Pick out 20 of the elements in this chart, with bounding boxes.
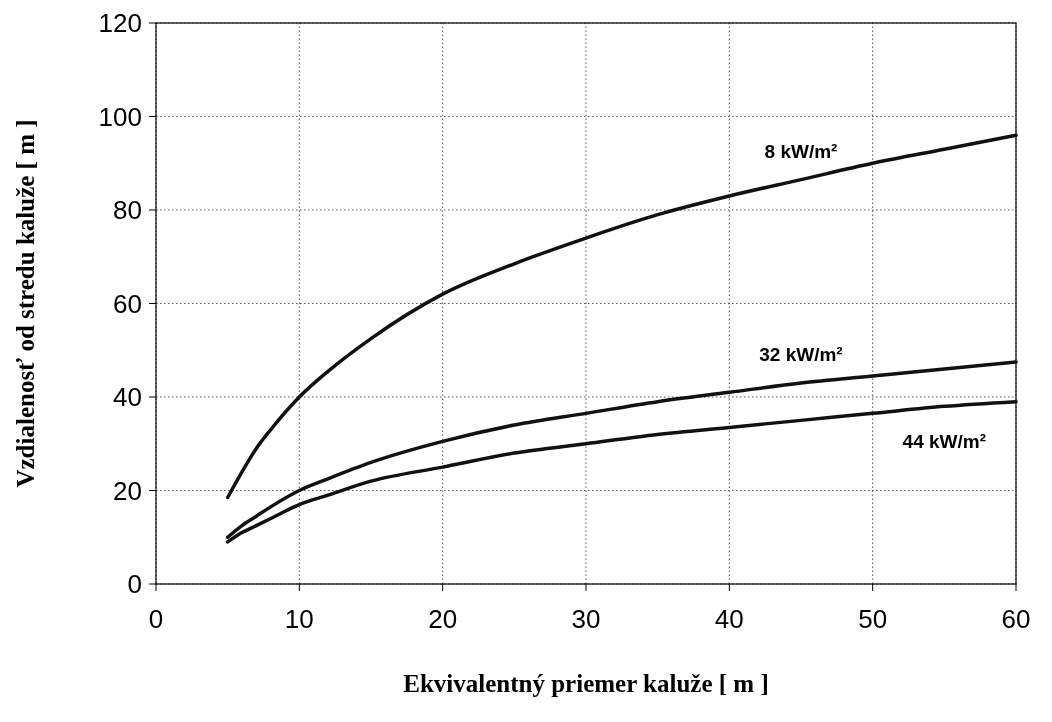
y-tick-label: 80	[113, 195, 142, 225]
x-axis-title: Ekvivalentný priemer kaluže [ m ]	[403, 670, 769, 697]
y-tick-label: 60	[113, 288, 142, 319]
y-tick-label: 20	[113, 475, 142, 506]
y-axis-title: Vzdialenosť od stredu kaluže [ m ]	[12, 119, 39, 488]
x-tick-label: 30	[571, 604, 601, 634]
x-tick-label: 0	[148, 604, 164, 634]
y-tick-label: 100	[98, 101, 142, 132]
y-tick-label: 0	[127, 569, 142, 599]
series-label: 44 kW/m²	[902, 431, 987, 453]
x-tick-label: 20	[428, 604, 458, 634]
y-tick-label: 120	[98, 8, 142, 38]
x-tick-label: 60	[1001, 604, 1031, 634]
x-tick-label: 10	[284, 604, 314, 634]
x-tick-label: 40	[714, 604, 744, 634]
line-series	[225, 133, 1018, 500]
series-label: 8 kW/m²	[764, 140, 838, 162]
x-tick-label: 50	[858, 604, 888, 634]
y-tick-label: 40	[113, 382, 142, 412]
series-label: 32 kW/m²	[759, 343, 843, 365]
